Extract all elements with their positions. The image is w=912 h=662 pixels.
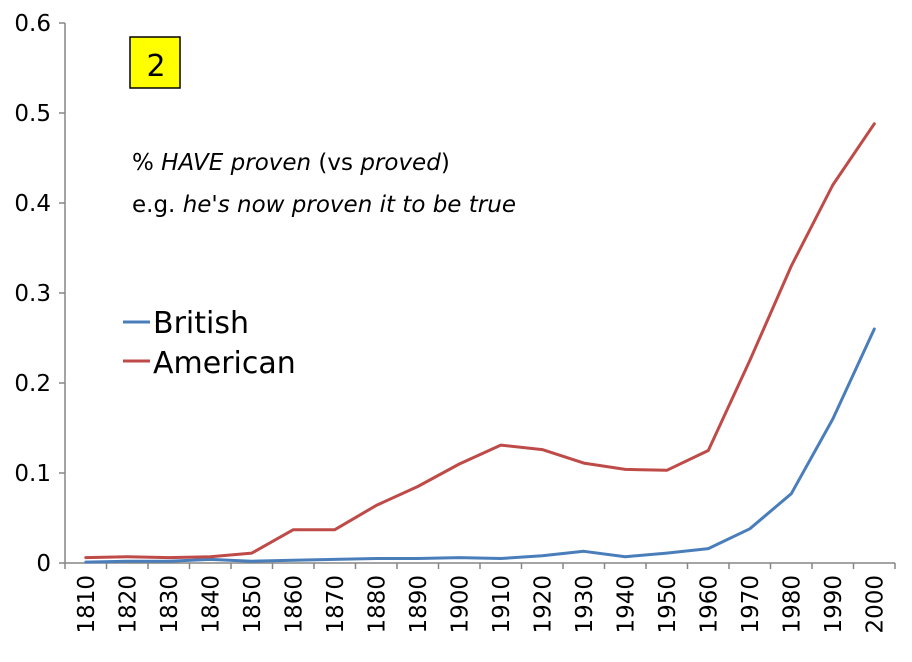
data-point-american [292,528,295,531]
badge-number: 2 [146,49,165,84]
x-tick-label: 1820 [115,575,141,634]
data-point-american [748,359,751,362]
data-point-british [707,547,710,550]
annotation-line-2: e.g. he's now proven it to be true [132,192,516,218]
data-point-american [416,485,419,488]
x-tick-label: 1940 [613,575,639,634]
x-tick-label: 1830 [157,575,183,634]
data-point-british [209,558,212,561]
x-tick-label: 2000 [862,575,888,634]
data-point-british [499,557,502,560]
chart-axes [64,23,895,564]
x-tick-label: 1990 [821,575,847,634]
data-point-british [665,551,668,555]
x-tick-label: 1850 [240,575,266,634]
x-tick-label: 1900 [447,575,473,634]
legend-label-american: American [153,346,296,381]
data-point-british [458,556,461,559]
x-tick-label: 1840 [198,575,224,634]
data-point-british [292,559,295,562]
data-point-american [126,555,129,558]
series-line-british [84,327,876,564]
data-point-american [250,551,253,555]
data-point-british [167,560,170,563]
y-tick-label: 0.5 [14,101,51,127]
data-point-american [167,556,170,559]
x-tick-label: 1920 [530,575,556,634]
data-point-american [209,555,212,558]
data-point-american [665,469,668,472]
data-point-british [624,555,627,558]
data-point-american [333,528,336,531]
legend-label-british: British [153,306,249,341]
annotation-line-1: % HAVE proven (vs proved) [132,150,450,176]
x-tick-label: 1870 [323,575,349,634]
data-point-american [707,449,710,452]
y-tick-label: 0.3 [14,281,51,307]
x-tick-label: 1960 [696,575,722,634]
data-point-american [790,264,793,268]
y-tick-label: 0.6 [14,11,51,37]
x-axis-ticks: 1810 1820 1830 1840 1850 1860 1870 1880 1890 1900… [64,563,896,634]
annotation: % HAVE proven (vs proved) e.g. he's now … [132,150,516,218]
data-point-american [541,448,544,451]
data-point-british [375,557,378,560]
data-point-american [375,504,378,507]
y-tick-label: 0.2 [14,371,51,397]
data-point-british [831,417,834,421]
data-point-british [790,492,793,495]
data-point-british [748,527,751,530]
data-point-american [499,443,502,447]
data-point-british [873,327,876,331]
y-tick-label: 0.1 [14,461,51,487]
data-point-british [333,558,336,561]
series-line-american [84,122,876,560]
y-tick-label: 0.4 [14,191,51,217]
x-tick-label: 1860 [281,575,307,634]
x-tick-label: 1980 [779,575,805,634]
y-tick-label: 0 [36,551,51,577]
data-point-american [582,461,585,465]
x-tick-label: 1970 [738,575,764,634]
data-point-british [416,557,419,560]
series-layer [84,122,876,564]
x-tick-label: 1810 [74,575,100,634]
data-point-american [831,183,834,187]
x-tick-label: 1930 [572,575,598,634]
data-point-american [84,556,87,559]
data-point-british [126,560,129,563]
badge-box [129,36,181,89]
data-point-american [873,122,876,126]
data-point-american [458,462,461,466]
x-tick-label: 1890 [406,575,432,634]
x-tick-label: 1910 [489,575,515,634]
data-point-british [84,560,87,564]
data-point-british [541,554,544,557]
x-tick-label: 1880 [364,575,390,634]
data-point-american [624,468,627,471]
data-point-british [582,550,585,553]
legend: British American [123,306,296,381]
x-tick-label: 1950 [655,575,681,634]
badge: 2 [129,36,181,89]
y-axis-ticks: 0 0.1 0.2 0.3 0.4 0.5 0.6 [14,11,65,577]
data-point-british [250,560,253,563]
